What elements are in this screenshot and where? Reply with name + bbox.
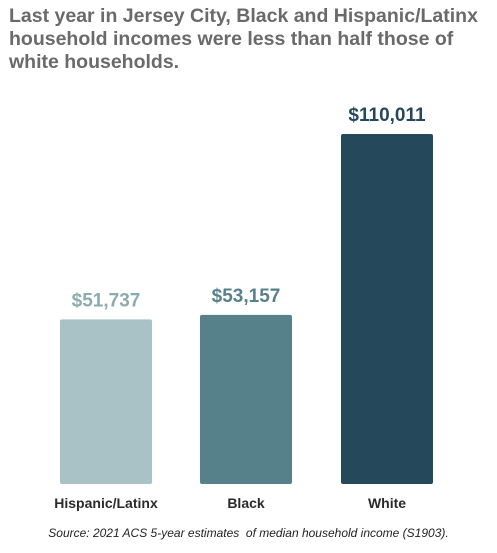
bars-group [60,134,433,484]
value-label: $53,157 [212,286,281,307]
value-label: $51,737 [72,290,141,311]
bar-chart: $51,737 $53,157 $110,011 Hispanic/Latinx Bl… [54,105,433,511]
bar-black [200,314,292,484]
category-label: Hispanic/Latinx [54,495,158,511]
chart-title: Last year in Jersey City, Black and Hisp… [9,5,478,73]
bar-white [341,134,433,484]
category-label: Black [227,495,265,511]
value-label: $110,011 [348,105,426,126]
category-label: White [368,495,406,511]
category-labels-group: Hispanic/Latinx Black White [54,495,406,511]
value-labels-group: $51,737 $53,157 $110,011 [72,105,426,311]
source-note: Source: 2021 ACS 5-year estimates of med… [48,526,449,540]
bar-hispanic-latinx [60,319,152,484]
